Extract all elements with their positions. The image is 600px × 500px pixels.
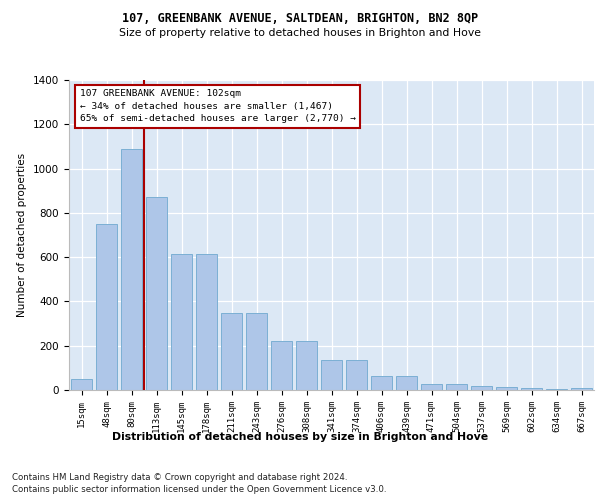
Text: Contains HM Land Registry data © Crown copyright and database right 2024.: Contains HM Land Registry data © Crown c… — [12, 472, 347, 482]
Bar — [571, 388, 592, 390]
Bar — [96, 224, 117, 390]
Bar — [296, 342, 317, 390]
Bar — [146, 198, 167, 390]
Bar — [371, 376, 392, 390]
Bar — [496, 386, 517, 390]
Bar — [221, 312, 242, 390]
Bar — [246, 312, 267, 390]
Bar — [521, 388, 542, 390]
Text: 107 GREENBANK AVENUE: 102sqm
← 34% of detached houses are smaller (1,467)
65% of: 107 GREENBANK AVENUE: 102sqm ← 34% of de… — [79, 90, 355, 124]
Bar — [446, 384, 467, 390]
Bar — [271, 342, 292, 390]
Y-axis label: Number of detached properties: Number of detached properties — [17, 153, 28, 317]
Bar — [121, 148, 142, 390]
Bar — [171, 254, 192, 390]
Text: Contains public sector information licensed under the Open Government Licence v3: Contains public sector information licen… — [12, 485, 386, 494]
Bar — [71, 379, 92, 390]
Text: Size of property relative to detached houses in Brighton and Hove: Size of property relative to detached ho… — [119, 28, 481, 38]
Bar — [346, 360, 367, 390]
Text: Distribution of detached houses by size in Brighton and Hove: Distribution of detached houses by size … — [112, 432, 488, 442]
Bar — [321, 360, 342, 390]
Text: 107, GREENBANK AVENUE, SALTDEAN, BRIGHTON, BN2 8QP: 107, GREENBANK AVENUE, SALTDEAN, BRIGHTO… — [122, 12, 478, 26]
Bar — [196, 254, 217, 390]
Bar — [421, 384, 442, 390]
Bar — [396, 376, 417, 390]
Bar — [471, 386, 492, 390]
Bar — [546, 389, 567, 390]
